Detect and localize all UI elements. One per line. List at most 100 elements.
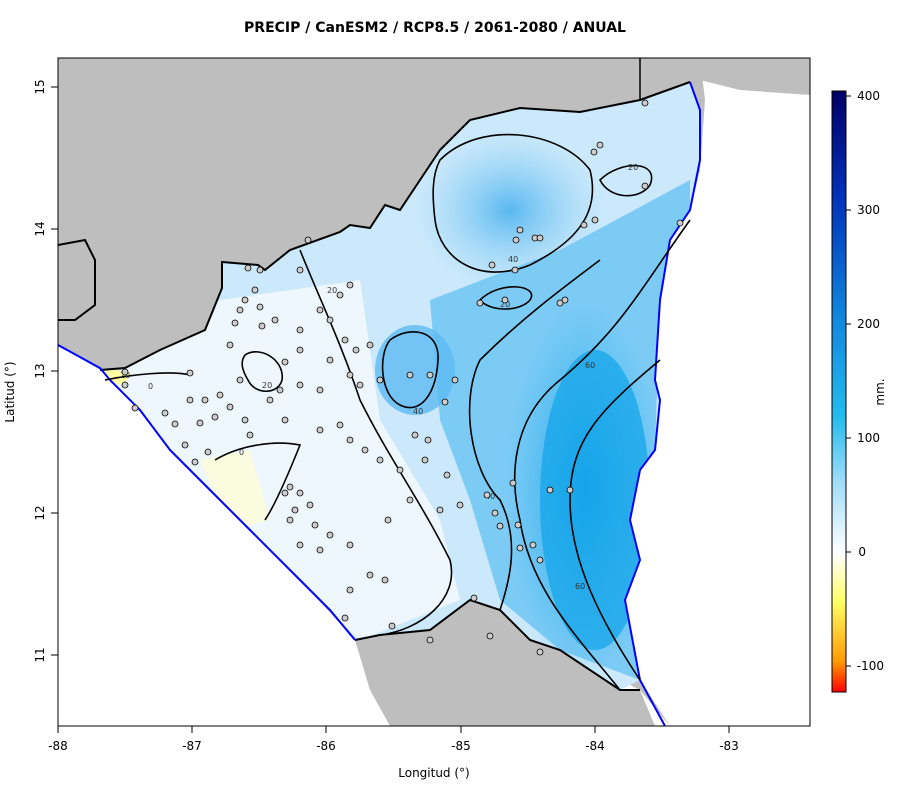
station-marker xyxy=(529,541,537,549)
colorbar xyxy=(831,90,847,693)
colorbar-tick-label: 300 xyxy=(857,203,880,217)
contour-label: 40 xyxy=(485,492,495,501)
colorbar-tick-label: 400 xyxy=(857,89,880,103)
station-marker xyxy=(296,381,304,389)
station-marker xyxy=(488,261,496,269)
contour-label: 20 xyxy=(500,300,510,309)
station-marker xyxy=(306,501,314,509)
station-marker xyxy=(566,486,574,494)
station-marker xyxy=(326,356,334,364)
station-marker xyxy=(204,448,212,456)
station-marker xyxy=(271,316,279,324)
station-marker xyxy=(316,306,324,314)
station-marker xyxy=(326,316,334,324)
colorbar-tick-label: 200 xyxy=(857,317,880,331)
station-marker xyxy=(226,341,234,349)
contour-label: 0 xyxy=(148,382,153,391)
station-marker xyxy=(276,386,284,394)
station-marker xyxy=(336,421,344,429)
station-marker xyxy=(491,509,499,517)
station-marker xyxy=(346,586,354,594)
station-marker xyxy=(516,226,524,234)
station-marker xyxy=(186,396,194,404)
station-marker xyxy=(511,266,519,274)
station-marker xyxy=(443,471,451,479)
x-tick-label: -84 xyxy=(585,739,605,753)
station-marker xyxy=(536,556,544,564)
station-marker xyxy=(266,396,274,404)
station-marker xyxy=(316,426,324,434)
station-marker xyxy=(251,286,259,294)
colorbar-tick-label: -100 xyxy=(857,659,884,673)
station-marker xyxy=(486,632,494,640)
station-marker xyxy=(256,303,264,311)
station-marker xyxy=(384,516,392,524)
station-marker xyxy=(241,296,249,304)
x-tick-label: -83 xyxy=(719,739,739,753)
station-marker xyxy=(352,346,360,354)
station-marker xyxy=(296,541,304,549)
x-axis-label: Longitud (°) xyxy=(398,766,470,780)
station-marker xyxy=(171,420,179,428)
y-tick-label: 12 xyxy=(33,505,47,520)
colorbar-tick-label: 100 xyxy=(857,431,880,445)
station-marker xyxy=(244,264,252,272)
station-marker xyxy=(181,441,189,449)
station-marker xyxy=(226,403,234,411)
contour-label: 60 xyxy=(585,361,595,370)
station-marker xyxy=(346,436,354,444)
y-axis-label: Latitud (°) xyxy=(3,361,17,423)
station-marker xyxy=(121,381,129,389)
station-marker xyxy=(676,219,684,227)
station-marker xyxy=(406,371,414,379)
station-marker xyxy=(131,404,139,412)
station-marker xyxy=(509,479,517,487)
station-marker xyxy=(216,391,224,399)
station-marker xyxy=(258,322,266,330)
station-marker xyxy=(536,234,544,242)
colorbar-unit-label: mm. xyxy=(873,378,887,406)
map-title: PRECIP / CanESM2 / RCP8.5 / 2061-2080 / … xyxy=(244,20,626,36)
station-marker xyxy=(556,299,564,307)
contour-label: 60 xyxy=(575,582,585,591)
station-marker xyxy=(366,341,374,349)
station-marker xyxy=(241,416,249,424)
station-marker xyxy=(304,236,312,244)
station-marker xyxy=(346,371,354,379)
station-marker xyxy=(296,346,304,354)
station-marker xyxy=(476,299,484,307)
station-marker xyxy=(296,489,304,497)
station-marker xyxy=(211,413,219,421)
station-marker xyxy=(311,521,319,529)
station-marker xyxy=(236,306,244,314)
station-marker xyxy=(381,576,389,584)
station-marker xyxy=(641,182,649,190)
colorbar-tick-label: 0 xyxy=(858,545,866,559)
station-marker xyxy=(388,622,396,630)
station-marker xyxy=(451,376,459,384)
station-marker xyxy=(256,266,264,274)
y-tick-label: 14 xyxy=(33,221,47,236)
station-marker xyxy=(512,236,520,244)
station-marker xyxy=(281,489,289,497)
station-marker xyxy=(291,506,299,514)
contour-label: 20 xyxy=(327,286,337,295)
y-tick-label: 15 xyxy=(33,79,47,94)
station-marker xyxy=(326,531,334,539)
station-marker xyxy=(236,376,244,384)
station-marker xyxy=(201,396,209,404)
station-marker xyxy=(411,431,419,439)
station-marker xyxy=(231,319,239,327)
y-tick-label: 13 xyxy=(33,363,47,378)
map-background: 20 40 20 20 40 60 60 40 20 20 0 0 xyxy=(58,58,810,726)
station-marker xyxy=(436,506,444,514)
station-marker xyxy=(191,458,199,466)
colorbar-ticks xyxy=(846,95,851,667)
station-marker xyxy=(281,358,289,366)
y-tick-label: 11 xyxy=(33,647,47,662)
station-marker xyxy=(424,436,432,444)
station-marker xyxy=(421,456,429,464)
station-marker xyxy=(366,571,374,579)
x-axis xyxy=(57,725,730,733)
station-marker xyxy=(196,419,204,427)
